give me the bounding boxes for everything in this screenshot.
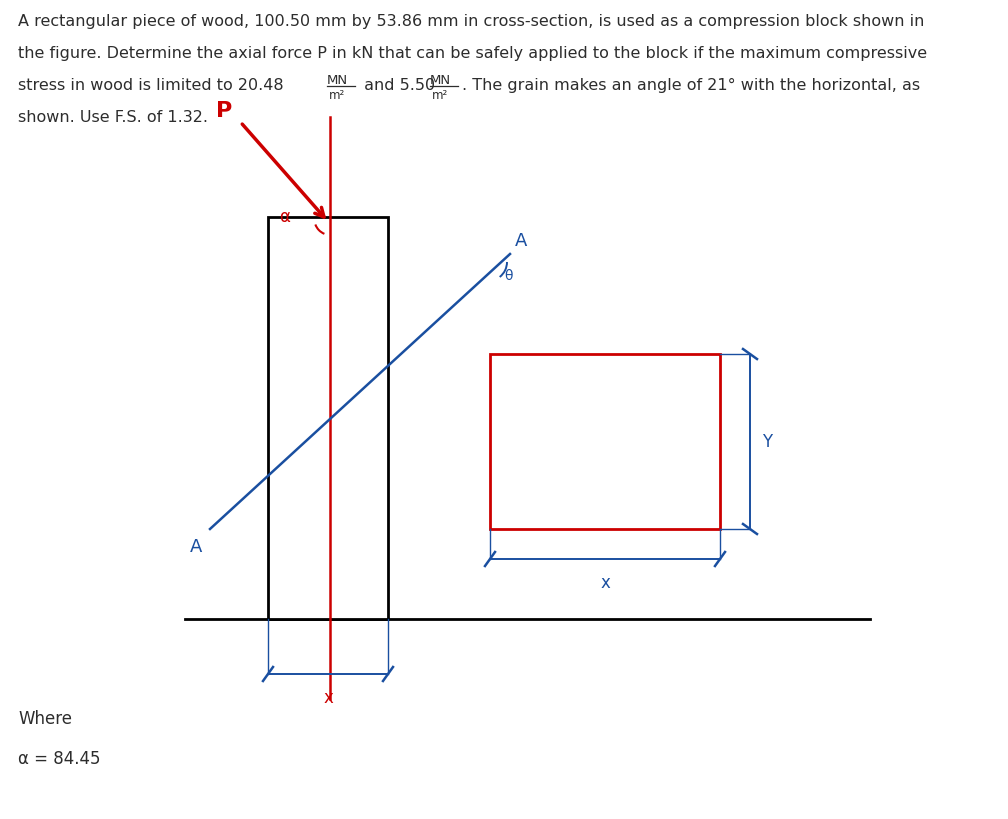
Text: A: A (190, 537, 202, 555)
Text: A: A (515, 232, 527, 250)
Text: θ: θ (504, 269, 512, 283)
Text: MN: MN (327, 74, 348, 87)
Text: stress in wood is limited to 20.48: stress in wood is limited to 20.48 (18, 78, 288, 93)
Text: m²: m² (329, 89, 346, 102)
Text: the figure. Determine the axial force P in kN that can be safely applied to the : the figure. Determine the axial force P … (18, 46, 927, 61)
Text: A rectangular piece of wood, 100.50 mm by 53.86 mm in cross-section, is used as : A rectangular piece of wood, 100.50 mm b… (18, 14, 924, 29)
Text: and 5.50: and 5.50 (359, 78, 440, 93)
Text: Y: Y (762, 433, 772, 451)
Text: α: α (279, 208, 290, 226)
Text: x: x (323, 688, 333, 706)
Text: . The grain makes an angle of 21° with the horizontal, as: . The grain makes an angle of 21° with t… (462, 78, 920, 93)
Text: P: P (216, 101, 233, 121)
Text: x: x (600, 573, 610, 591)
Bar (268, 218, 388, 619)
Text: Where: Where (18, 709, 72, 727)
Text: α = 84.45: α = 84.45 (18, 749, 101, 767)
Text: shown. Use F.S. of 1.32.: shown. Use F.S. of 1.32. (18, 110, 208, 124)
Bar (490, 355, 720, 529)
Text: m²: m² (432, 89, 449, 102)
Text: MN: MN (430, 74, 452, 87)
